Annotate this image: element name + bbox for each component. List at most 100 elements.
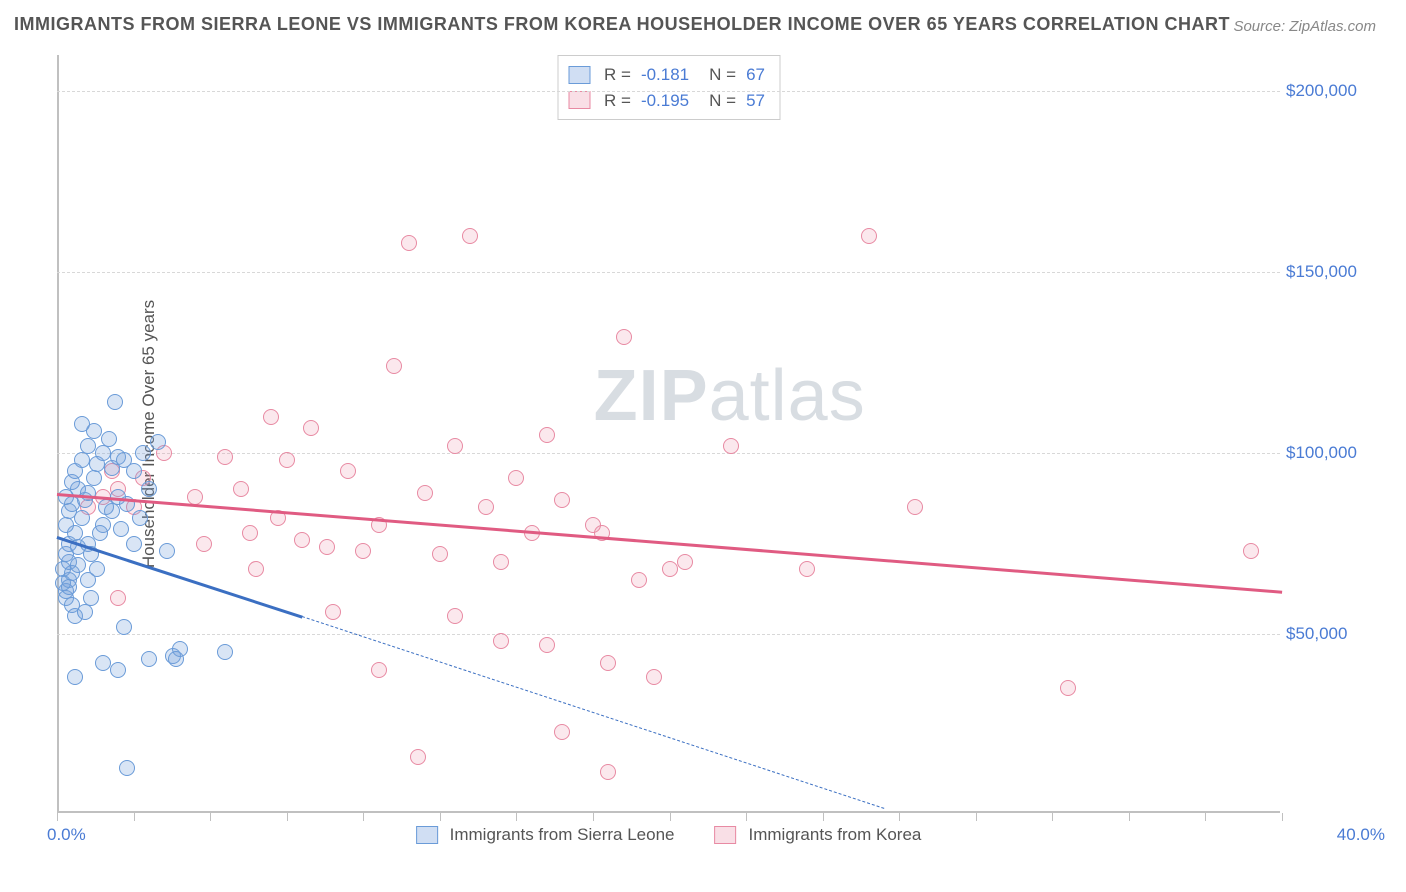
x-tick	[287, 813, 288, 821]
point-sierra-leone	[77, 604, 93, 620]
point-sierra-leone	[217, 644, 233, 660]
point-korea	[303, 420, 319, 436]
x-tick	[210, 813, 211, 821]
point-sierra-leone	[61, 579, 77, 595]
point-korea	[723, 438, 739, 454]
stats-swatch	[568, 66, 590, 84]
point-sierra-leone	[70, 557, 86, 573]
y-axis-line	[57, 55, 59, 813]
point-korea	[493, 554, 509, 570]
x-tick	[670, 813, 671, 821]
point-korea	[600, 655, 616, 671]
point-sierra-leone	[113, 521, 129, 537]
x-tick	[1205, 813, 1206, 821]
x-tick	[363, 813, 364, 821]
point-korea	[294, 532, 310, 548]
x-tick	[1282, 813, 1283, 821]
gridline	[57, 634, 1280, 635]
source-label: Source: ZipAtlas.com	[1233, 18, 1376, 35]
point-korea	[907, 499, 923, 515]
point-korea	[493, 633, 509, 649]
gridline	[57, 453, 1280, 454]
x-tick	[823, 813, 824, 821]
legend-item: Immigrants from Sierra Leone	[416, 825, 675, 845]
plot-region: ZIPatlas Householder Income Over 65 year…	[55, 55, 1280, 815]
stats-row: R = -0.181N = 67	[568, 62, 765, 88]
x-tick	[57, 813, 58, 821]
point-sierra-leone	[74, 416, 90, 432]
point-korea	[554, 492, 570, 508]
point-sierra-leone	[80, 438, 96, 454]
x-tick	[440, 813, 441, 821]
point-sierra-leone	[92, 525, 108, 541]
y-tick-label: $150,000	[1286, 262, 1376, 282]
x-axis-line	[57, 811, 1280, 813]
trend-line	[302, 616, 884, 809]
point-korea	[616, 329, 632, 345]
point-korea	[279, 452, 295, 468]
point-sierra-leone	[116, 619, 132, 635]
gridline	[57, 272, 1280, 273]
point-korea	[799, 561, 815, 577]
point-korea	[263, 409, 279, 425]
point-korea	[539, 427, 555, 443]
point-sierra-leone	[159, 543, 175, 559]
x-tick	[516, 813, 517, 821]
r-value: -0.181	[641, 62, 689, 88]
point-korea	[325, 604, 341, 620]
legend-item: Immigrants from Korea	[714, 825, 921, 845]
point-sierra-leone	[67, 669, 83, 685]
x-tick	[746, 813, 747, 821]
x-tick	[976, 813, 977, 821]
point-korea	[662, 561, 678, 577]
point-korea	[432, 546, 448, 562]
point-korea	[233, 481, 249, 497]
point-korea	[319, 539, 335, 555]
point-korea	[646, 669, 662, 685]
point-sierra-leone	[150, 434, 166, 450]
point-korea	[110, 590, 126, 606]
legend-swatch	[416, 826, 438, 844]
point-sierra-leone	[107, 394, 123, 410]
point-korea	[417, 485, 433, 501]
point-korea	[410, 749, 426, 765]
point-sierra-leone	[86, 470, 102, 486]
x-tick	[593, 813, 594, 821]
trend-line	[57, 493, 1282, 593]
point-sierra-leone	[135, 445, 151, 461]
point-sierra-leone	[110, 662, 126, 678]
point-sierra-leone	[126, 463, 142, 479]
point-sierra-leone	[141, 481, 157, 497]
point-korea	[447, 608, 463, 624]
x-tick	[1052, 813, 1053, 821]
x-tick-max: 40.0%	[1337, 825, 1385, 845]
point-sierra-leone	[98, 499, 114, 515]
gridline	[57, 91, 1280, 92]
watermark-bold: ZIP	[594, 356, 709, 436]
legend-label: Immigrants from Korea	[748, 825, 921, 845]
legend: Immigrants from Sierra Leone Immigrants f…	[416, 825, 922, 845]
point-sierra-leone	[132, 510, 148, 526]
point-sierra-leone	[126, 536, 142, 552]
point-korea	[1060, 680, 1076, 696]
r-label: R =	[604, 62, 631, 88]
point-sierra-leone	[95, 655, 111, 671]
point-sierra-leone	[58, 517, 74, 533]
point-korea	[677, 554, 693, 570]
point-korea	[861, 228, 877, 244]
stats-box: R = -0.181N = 67R = -0.195N = 57	[557, 55, 780, 120]
point-sierra-leone	[119, 760, 135, 776]
point-korea	[217, 449, 233, 465]
point-korea	[462, 228, 478, 244]
watermark-rest: atlas	[709, 356, 866, 436]
point-sierra-leone	[95, 445, 111, 461]
point-korea	[1243, 543, 1259, 559]
legend-label: Immigrants from Sierra Leone	[450, 825, 675, 845]
point-korea	[631, 572, 647, 588]
point-korea	[386, 358, 402, 374]
point-korea	[187, 489, 203, 505]
point-sierra-leone	[141, 651, 157, 667]
point-sierra-leone	[101, 431, 117, 447]
x-tick	[1129, 813, 1130, 821]
chart-title: IMMIGRANTS FROM SIERRA LEONE VS IMMIGRAN…	[14, 14, 1230, 35]
